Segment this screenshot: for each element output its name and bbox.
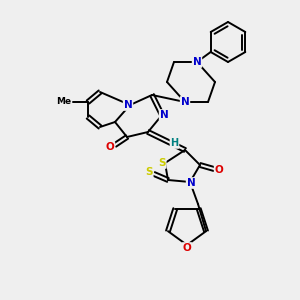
Text: S: S: [158, 158, 166, 168]
Text: N: N: [187, 178, 195, 188]
Text: N: N: [160, 110, 168, 120]
Text: N: N: [181, 97, 189, 107]
Text: H: H: [170, 138, 178, 148]
Text: O: O: [214, 165, 224, 175]
Text: N: N: [124, 100, 132, 110]
Text: Me: Me: [56, 98, 72, 106]
Text: S: S: [145, 167, 153, 177]
Text: O: O: [106, 142, 114, 152]
Text: O: O: [183, 243, 191, 253]
Text: N: N: [193, 57, 201, 67]
